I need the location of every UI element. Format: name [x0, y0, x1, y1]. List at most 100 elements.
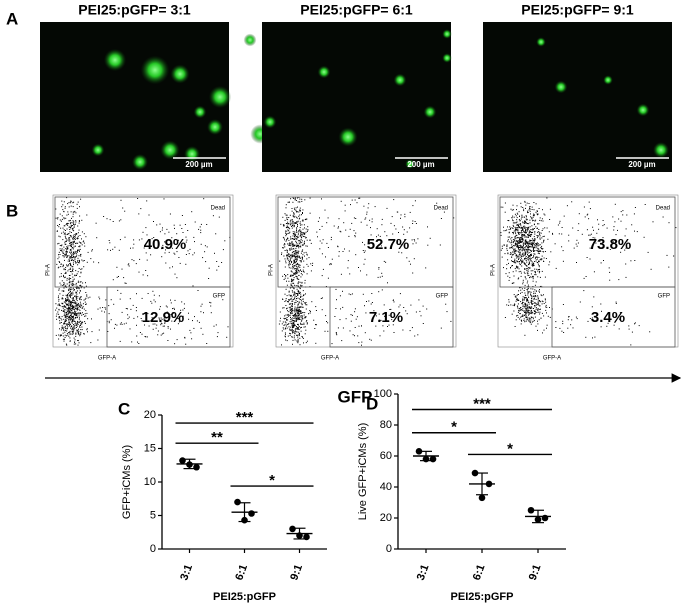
event-dot: [73, 337, 75, 339]
event-dot: [538, 260, 540, 262]
event-dot: [293, 212, 295, 214]
event-dot: [514, 229, 516, 230]
event-dot: [528, 302, 530, 303]
event-dot: [293, 256, 295, 258]
event-dot: [305, 237, 307, 239]
event-dot: [67, 224, 69, 226]
event-dot: [76, 207, 78, 209]
event-dot: [508, 220, 510, 222]
event-dot: [527, 249, 529, 251]
event-dot: [60, 227, 62, 229]
event-dot: [288, 230, 290, 232]
event-dot: [73, 325, 75, 327]
event-dot: [525, 312, 527, 314]
event-dot: [539, 308, 541, 310]
event-dot: [291, 336, 293, 338]
event-dot: [520, 309, 522, 311]
event-dot: [325, 286, 327, 287]
event-dot: [77, 321, 79, 323]
event-dot: [521, 303, 523, 305]
event-dot: [514, 248, 516, 250]
event-dot: [179, 262, 181, 264]
event-dot: [303, 271, 305, 273]
event-dot: [69, 330, 71, 332]
event-dot: [620, 251, 622, 253]
event-dot: [606, 325, 608, 327]
event-dot: [287, 227, 289, 228]
event-dot: [294, 265, 296, 267]
cell: [263, 115, 277, 129]
event-dot: [287, 323, 289, 325]
event-dot: [528, 286, 530, 287]
event-dot: [301, 250, 303, 252]
event-dot: [412, 205, 414, 207]
event-dot: [519, 253, 521, 255]
event-dot: [634, 322, 636, 324]
event-dot: [79, 261, 80, 263]
event-dot: [518, 247, 520, 248]
event-dot: [285, 275, 287, 276]
event-dot: [301, 220, 303, 222]
event-dot: [85, 315, 87, 317]
event-dot: [519, 239, 521, 241]
event-dot: [296, 231, 298, 233]
event-dot: [527, 245, 529, 247]
event-dot: [77, 249, 78, 251]
event-dot: [64, 273, 66, 274]
event-dot: [298, 340, 299, 342]
event-dot: [524, 201, 526, 203]
event-dot: [534, 310, 536, 312]
event-dot: [573, 247, 575, 249]
event-dot: [587, 320, 589, 322]
event-dot: [79, 206, 80, 208]
event-dot: [531, 317, 533, 319]
event-dot: [519, 249, 520, 251]
event-dot: [298, 291, 300, 293]
event-dot: [522, 259, 524, 261]
event-dot: [63, 329, 65, 331]
event-dot: [295, 263, 297, 265]
event-dot: [80, 329, 82, 331]
event-dot: [306, 320, 308, 321]
event-dot: [72, 211, 74, 213]
event-dot: [519, 318, 521, 320]
event-dot: [124, 236, 126, 238]
cell: [170, 64, 190, 84]
event-dot: [321, 225, 323, 227]
event-dot: [80, 333, 82, 335]
event-dot: [539, 232, 541, 234]
event-dot: [342, 327, 344, 329]
event-dot: [98, 329, 100, 331]
event-dot: [68, 220, 70, 222]
event-dot: [296, 258, 298, 260]
event-dot: [541, 242, 543, 244]
event-dot: [527, 255, 529, 256]
event-dot: [512, 304, 514, 306]
event-dot: [147, 293, 149, 294]
event-dot: [296, 252, 298, 254]
event-dot: [524, 321, 526, 323]
event-dot: [68, 264, 69, 266]
event-dot: [539, 311, 541, 313]
event-dot: [292, 312, 294, 314]
event-dot: [321, 275, 323, 277]
event-dot: [295, 314, 297, 316]
event-dot: [71, 307, 73, 309]
event-dot: [522, 252, 524, 254]
event-dot: [75, 233, 77, 235]
event-dot: [58, 338, 60, 340]
event-dot: [534, 258, 536, 260]
event-dot: [534, 244, 535, 246]
event-dot: [375, 325, 377, 327]
event-dot: [340, 231, 342, 233]
event-dot: [311, 301, 313, 303]
event-dot: [69, 333, 71, 335]
event-dot: [393, 332, 395, 333]
event-dot: [110, 319, 112, 321]
event-dot: [300, 252, 302, 254]
event-dot: [520, 227, 522, 229]
event-dot: [68, 317, 69, 319]
event-dot: [74, 301, 76, 303]
event-dot: [83, 308, 85, 310]
event-dot: [540, 285, 542, 287]
